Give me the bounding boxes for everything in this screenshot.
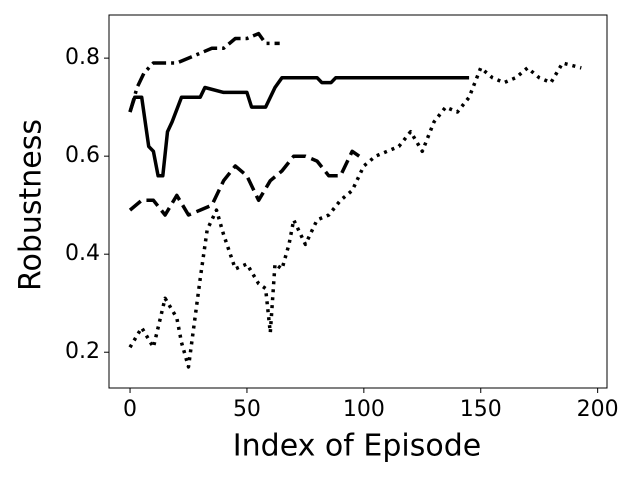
y-tick-label: 0.8 [65,45,100,70]
x-axis-label: Index of Episode [233,429,481,464]
y-axis-label: Robustness [14,119,49,291]
data-line [128,31,280,113]
data-line [128,61,582,369]
y-tick-label: 0.6 [65,143,100,168]
y-tick-label: 0.2 [65,339,100,364]
plot-frame [108,14,608,389]
x-tick-label: 50 [233,397,261,422]
data-line [128,149,361,217]
x-tick-label: 200 [577,397,619,422]
data-line [128,75,470,178]
y-tick-label: 0.4 [65,241,100,266]
x-tick-label: 150 [460,397,502,422]
x-tick-label: 0 [123,397,137,422]
x-tick-label: 100 [343,397,385,422]
